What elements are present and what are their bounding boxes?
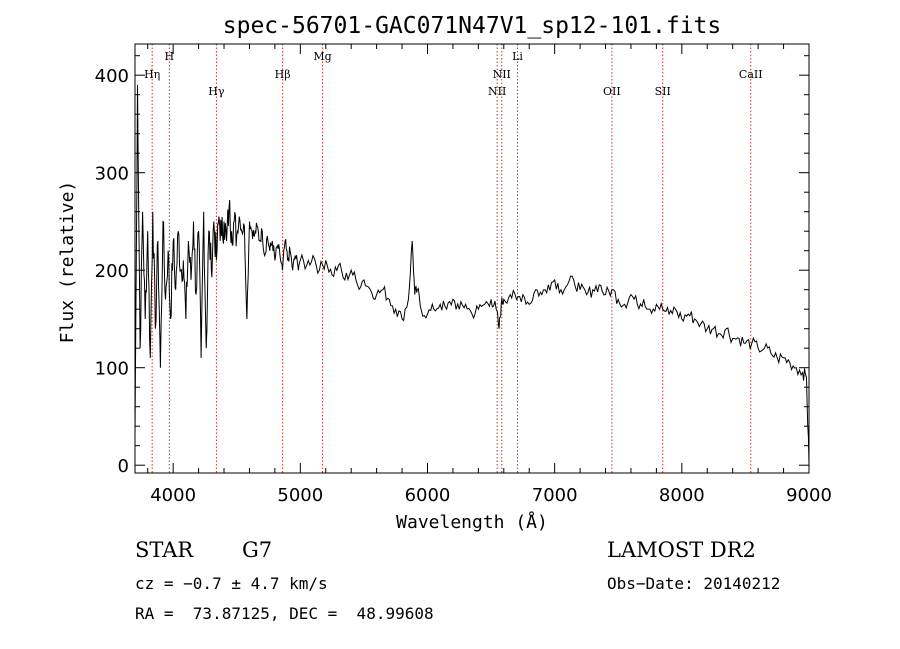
x-tick-label: 4000: [150, 485, 196, 506]
reference-line-label: Li: [512, 50, 523, 63]
x-tick-label: 7000: [532, 485, 578, 506]
observation-date: Obs−Date: 20140212: [607, 574, 781, 593]
object-class: STAR: [135, 538, 194, 562]
y-tick-label: 0: [118, 456, 129, 477]
reference-line-label: NII: [493, 68, 511, 81]
axis-ticks: 4000 5000 6000 7000 8000 9000 0 100 200 300 400: [95, 44, 832, 506]
spectrum-series: [134, 84, 810, 466]
reference-line-label: Hγ: [208, 85, 225, 98]
x-tick-label: 9000: [786, 485, 832, 506]
reference-line-label: Hη: [144, 68, 160, 81]
spectrum-line: [134, 84, 810, 466]
y-tick-label: 400: [95, 66, 129, 87]
reference-line-label: Hβ: [275, 68, 291, 81]
reference-line-label: H: [165, 50, 175, 63]
reference-line-label: NII: [488, 85, 506, 98]
reference-line-label: CaII: [739, 68, 763, 81]
reference-line-label: Mg: [313, 50, 331, 63]
x-tick-label: 6000: [405, 485, 451, 506]
y-tick-label: 200: [95, 261, 129, 282]
reference-line-label: SII: [655, 85, 671, 98]
x-axis-label: Wavelength (Å): [396, 511, 548, 533]
y-tick-label: 300: [95, 164, 129, 185]
y-axis-label: Flux (relative): [57, 181, 78, 344]
y-tick-label: 100: [95, 359, 129, 380]
plot-frame: [134, 43, 810, 474]
sky-coordinates: RA = 73.87125, DEC = 48.99608: [135, 604, 434, 623]
reference-line-label: OII: [603, 85, 621, 98]
x-tick-label: 8000: [659, 485, 705, 506]
survey-label: LAMOST DR2: [607, 538, 756, 562]
x-tick-label: 5000: [277, 485, 323, 506]
chart-title: spec-56701-GAC071N47V1_sp12-101.fits: [223, 13, 722, 39]
spectral-subclass: G7: [242, 538, 273, 562]
redshift-velocity: cz = −0.7 ± 4.7 km/s: [135, 574, 328, 593]
